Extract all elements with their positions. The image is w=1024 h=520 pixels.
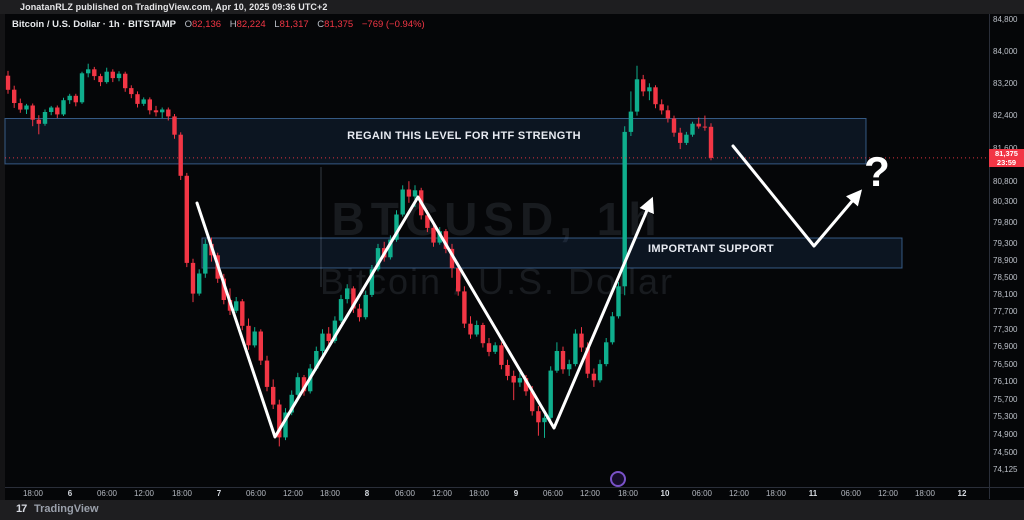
- time-label: 18:00: [468, 489, 490, 498]
- question-mark-annotation: ?: [864, 148, 890, 195]
- legend-low-label: L: [274, 19, 280, 30]
- time-label: 06:00: [245, 489, 267, 498]
- price-label: 78,500: [993, 273, 1018, 282]
- price-label: 79,300: [993, 239, 1018, 248]
- price-label: 75,700: [993, 395, 1018, 404]
- price-label: 84,800: [993, 15, 1018, 24]
- price-label: 80,300: [993, 197, 1018, 206]
- bar-countdown: 23:59: [996, 158, 1017, 167]
- time-label: 18:00: [171, 489, 193, 498]
- price-label: 83,200: [993, 79, 1018, 88]
- time-label: 6: [67, 489, 73, 498]
- time-label: 12:00: [579, 489, 601, 498]
- time-label: 06:00: [96, 489, 118, 498]
- symbol-watermark-line1: BTCUSD, 1h: [331, 193, 663, 245]
- price-label: 84,000: [993, 47, 1018, 56]
- legend-low-value: 81,317: [279, 19, 309, 30]
- legend-change-value: −769 (−0.94%): [361, 19, 425, 30]
- time-label: 7: [216, 489, 222, 498]
- legend-open-value: 82,136: [192, 19, 222, 30]
- price-label: 81,600: [993, 144, 1017, 153]
- time-label: 12:00: [431, 489, 453, 498]
- chart-pane[interactable]: [5, 14, 989, 487]
- time-label: 12:00: [282, 489, 304, 498]
- time-label: 18:00: [617, 489, 639, 498]
- tradingview-brand-text[interactable]: TradingView: [34, 503, 99, 515]
- purple-sticker-icon: [610, 471, 626, 487]
- price-label: 78,900: [993, 256, 1018, 265]
- time-axis-separator: [5, 487, 1024, 488]
- legend-open-label: O: [184, 19, 192, 30]
- time-label: 9: [513, 489, 519, 498]
- price-label: 76,500: [993, 360, 1018, 369]
- time-label: 06:00: [542, 489, 564, 498]
- tradingview-logo-icon[interactable]: 17: [16, 503, 27, 515]
- price-axis[interactable]: 84,800 84,000 83,200 82,400 81,600 80,800 80,3…: [989, 14, 1024, 487]
- attribution-bar: JonatanRLZ published on TradingView.com,…: [0, 0, 1024, 14]
- price-label: 76,900: [993, 342, 1018, 351]
- price-label: 78,100: [993, 290, 1018, 299]
- price-label: 80,800: [993, 177, 1018, 186]
- price-label: 79,800: [993, 218, 1018, 227]
- price-label: 76,100: [993, 377, 1018, 386]
- last-price-badge: 81,375 23:59: [989, 149, 1024, 167]
- time-axis[interactable]: 18:00 6 06:00 12:00 18:00 7 06:00 12:00 18:00 8 06…: [5, 489, 989, 500]
- price-label: 77,300: [993, 325, 1018, 334]
- time-label: 18:00: [319, 489, 341, 498]
- price-label: 74,125: [993, 465, 1018, 474]
- support-zone-label: IMPORTANT SUPPORT: [648, 243, 774, 255]
- price-label: 82,400: [993, 111, 1018, 120]
- footer-bar: 17 TradingView: [0, 500, 1024, 520]
- time-label: 18:00: [914, 489, 936, 498]
- legend-close-value: 81,375: [324, 19, 354, 30]
- price-label: 74,500: [993, 448, 1018, 457]
- time-label: 18:00: [765, 489, 787, 498]
- time-label: 06:00: [691, 489, 713, 498]
- time-label: 12:00: [728, 489, 750, 498]
- time-label: 12: [957, 489, 967, 498]
- time-label: 12:00: [133, 489, 155, 498]
- time-label: 18:00: [22, 489, 44, 498]
- attribution-text: JonatanRLZ published on TradingView.com,…: [20, 2, 328, 12]
- time-label: 10: [660, 489, 670, 498]
- legend-high-value: 82,224: [236, 19, 266, 30]
- time-label: 06:00: [394, 489, 416, 498]
- legend-symbol-title: Bitcoin / U.S. Dollar · 1h · BITSTAMP: [12, 19, 176, 30]
- price-axis-separator: [989, 14, 990, 499]
- symbol-legend[interactable]: Bitcoin / U.S. Dollar · 1h · BITSTAMP O8…: [12, 19, 425, 31]
- price-label: 74,900: [993, 430, 1018, 439]
- regain-zone-label: REGAIN THIS LEVEL FOR HTF STRENGTH: [347, 130, 581, 142]
- price-label: 75,300: [993, 412, 1018, 421]
- time-label: 06:00: [840, 489, 862, 498]
- time-label: 12:00: [877, 489, 899, 498]
- time-label: 8: [364, 489, 370, 498]
- legend-close-label: C: [317, 19, 325, 30]
- price-label: 77,700: [993, 307, 1018, 316]
- time-label: 11: [808, 489, 818, 498]
- last-price-value: 81,375: [995, 149, 1018, 158]
- symbol-watermark-line2: Bitcoin / U.S. Dollar: [319, 261, 675, 302]
- legend-high-label: H: [229, 19, 237, 30]
